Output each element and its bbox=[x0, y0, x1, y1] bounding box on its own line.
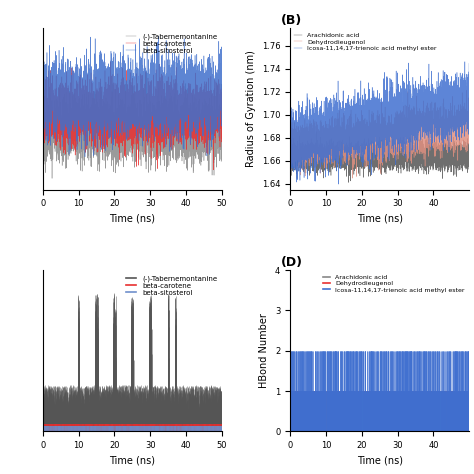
Line: (-)-Tabernemontanine: (-)-Tabernemontanine bbox=[43, 72, 222, 178]
Arachidonic acid bbox=[466, 163, 472, 168]
beta-sitosterol bbox=[187, 98, 193, 104]
Dehydrodieugenol bbox=[320, 134, 326, 139]
Legend: Arachidonic acid, Dehydrodieugenol, Icosa-11,14,17-trienoic acid methyl ester: Arachidonic acid, Dehydrodieugenol, Icos… bbox=[322, 273, 466, 294]
(-)-Tabernemontanine bbox=[109, 94, 114, 100]
Icosa-11,14,17-trienoic acid methyl ester bbox=[356, 113, 361, 119]
Line: Arachidonic acid: Arachidonic acid bbox=[290, 132, 469, 182]
(-)-Tabernemontanine bbox=[73, 95, 78, 100]
beta-carotene bbox=[109, 91, 114, 97]
Icosa-11,14,17-trienoic acid methyl ester bbox=[336, 182, 341, 187]
beta-carotene bbox=[73, 86, 78, 91]
beta-sitosterol bbox=[155, 33, 161, 39]
Dehydrodieugenol bbox=[356, 128, 361, 134]
beta-carotene bbox=[173, 112, 179, 118]
Legend: (-)-Tabernemontanine, beta-carotene, beta-sitosterol: (-)-Tabernemontanine, beta-carotene, bet… bbox=[125, 273, 219, 297]
beta-sitosterol bbox=[173, 67, 179, 73]
Arachidonic acid bbox=[421, 155, 427, 161]
Arachidonic acid bbox=[346, 180, 352, 185]
(-)-Tabernemontanine bbox=[40, 127, 46, 133]
Icosa-11,14,17-trienoic acid methyl ester bbox=[395, 107, 401, 113]
Arachidonic acid bbox=[287, 161, 293, 166]
beta-carotene bbox=[211, 167, 217, 173]
Icosa-11,14,17-trienoic acid methyl ester bbox=[320, 140, 326, 146]
beta-sitosterol bbox=[73, 104, 78, 109]
beta-carotene bbox=[147, 80, 153, 86]
Arachidonic acid bbox=[404, 151, 410, 156]
beta-carotene bbox=[156, 137, 162, 143]
Line: beta-carotene: beta-carotene bbox=[43, 62, 222, 170]
beta-carotene bbox=[108, 59, 113, 65]
Dehydrodieugenol bbox=[435, 120, 440, 126]
X-axis label: Time (ns): Time (ns) bbox=[356, 456, 402, 465]
X-axis label: Time (ns): Time (ns) bbox=[109, 456, 155, 465]
Dehydrodieugenol bbox=[287, 141, 293, 146]
beta-sitosterol bbox=[82, 154, 88, 160]
Arachidonic acid bbox=[435, 158, 440, 164]
Dehydrodieugenol bbox=[464, 87, 469, 93]
(-)-Tabernemontanine bbox=[219, 138, 225, 144]
(-)-Tabernemontanine bbox=[49, 175, 55, 181]
Arachidonic acid bbox=[313, 129, 319, 135]
beta-carotene bbox=[40, 116, 46, 122]
(-)-Tabernemontanine bbox=[187, 104, 193, 109]
Text: (B): (B) bbox=[281, 14, 302, 27]
Icosa-11,14,17-trienoic acid methyl ester bbox=[466, 109, 472, 115]
Text: (D): (D) bbox=[281, 256, 303, 269]
Arachidonic acid bbox=[395, 156, 401, 162]
X-axis label: Time (ns): Time (ns) bbox=[356, 214, 402, 224]
Icosa-11,14,17-trienoic acid methyl ester bbox=[462, 59, 468, 64]
(-)-Tabernemontanine bbox=[147, 154, 153, 160]
beta-sitosterol bbox=[109, 118, 114, 123]
Icosa-11,14,17-trienoic acid methyl ester bbox=[421, 96, 427, 101]
beta-sitosterol bbox=[156, 101, 162, 107]
(-)-Tabernemontanine bbox=[144, 69, 149, 75]
Line: beta-sitosterol: beta-sitosterol bbox=[43, 36, 222, 157]
Dehydrodieugenol bbox=[350, 175, 356, 181]
Legend: (-)-Tabernemontanine, beta-carotene, beta-sitosterol: (-)-Tabernemontanine, beta-carotene, bet… bbox=[125, 32, 219, 55]
Icosa-11,14,17-trienoic acid methyl ester bbox=[287, 158, 293, 164]
Arachidonic acid bbox=[356, 148, 361, 154]
beta-carotene bbox=[187, 102, 193, 108]
Icosa-11,14,17-trienoic acid methyl ester bbox=[435, 133, 440, 139]
Dehydrodieugenol bbox=[395, 120, 401, 126]
Arachidonic acid bbox=[320, 151, 326, 157]
Y-axis label: Radius of Gyration (nm): Radius of Gyration (nm) bbox=[246, 51, 256, 167]
Legend: Arachidonic acid, Dehydrodieugenol, Icosa-11,14,17-trienoic acid methyl ester: Arachidonic acid, Dehydrodieugenol, Icos… bbox=[293, 32, 438, 52]
Line: Icosa-11,14,17-trienoic acid methyl ester: Icosa-11,14,17-trienoic acid methyl este… bbox=[290, 62, 469, 184]
Icosa-11,14,17-trienoic acid methyl ester bbox=[404, 89, 410, 94]
X-axis label: Time (ns): Time (ns) bbox=[109, 214, 155, 224]
(-)-Tabernemontanine bbox=[156, 111, 162, 117]
beta-carotene bbox=[219, 101, 225, 107]
Dehydrodieugenol bbox=[466, 114, 472, 119]
Dehydrodieugenol bbox=[404, 103, 410, 109]
Y-axis label: HBond Number: HBond Number bbox=[259, 313, 269, 388]
beta-sitosterol bbox=[40, 106, 46, 112]
(-)-Tabernemontanine bbox=[173, 155, 179, 161]
Line: Dehydrodieugenol: Dehydrodieugenol bbox=[290, 90, 469, 178]
beta-sitosterol bbox=[147, 116, 153, 122]
beta-sitosterol bbox=[219, 97, 225, 102]
Dehydrodieugenol bbox=[421, 132, 427, 137]
